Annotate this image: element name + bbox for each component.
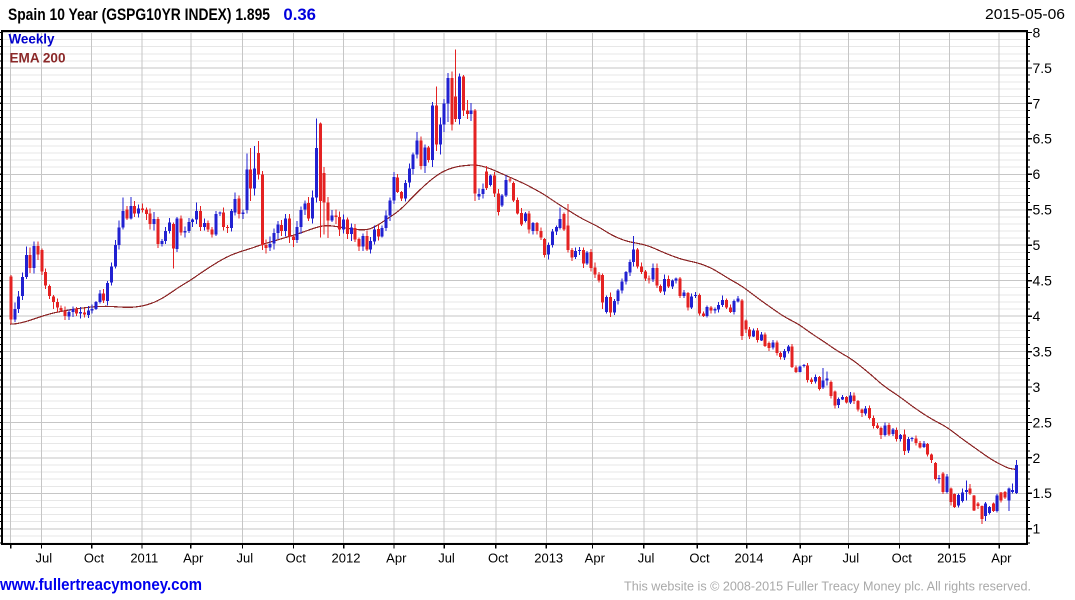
svg-text:Spain 10 Year (GSPG10YR INDEX): Spain 10 Year (GSPG10YR INDEX) 1.895: [8, 5, 270, 24]
svg-text:Apr: Apr: [991, 550, 1012, 565]
svg-text:www.fullertreacymoney.com: www.fullertreacymoney.com: [0, 576, 202, 594]
svg-text:0.36: 0.36: [283, 5, 316, 24]
svg-text:2.5: 2.5: [1033, 414, 1053, 430]
svg-text:Oct: Oct: [84, 550, 105, 565]
svg-text:Oct: Oct: [286, 550, 307, 565]
svg-text:4.5: 4.5: [1033, 273, 1053, 289]
svg-text:2011: 2011: [130, 550, 158, 565]
svg-text:2012: 2012: [332, 550, 361, 565]
svg-text:1: 1: [1033, 521, 1041, 537]
svg-text:Apr: Apr: [585, 550, 606, 565]
svg-text:2013: 2013: [534, 550, 563, 565]
svg-text:2015-05-06: 2015-05-06: [985, 6, 1065, 23]
svg-text:This website is © 2008-2015 Fu: This website is © 2008-2015 Fuller Treac…: [624, 580, 1031, 594]
svg-text:Jul: Jul: [35, 550, 52, 565]
svg-text:5.5: 5.5: [1033, 202, 1053, 218]
svg-text:Apr: Apr: [386, 550, 407, 565]
svg-text:1.5: 1.5: [1033, 485, 1053, 501]
svg-text:3: 3: [1033, 379, 1041, 395]
svg-text:8: 8: [1033, 24, 1041, 40]
svg-text:7: 7: [1033, 95, 1041, 111]
svg-text:6.5: 6.5: [1033, 131, 1053, 147]
svg-text:2014: 2014: [735, 550, 764, 565]
svg-text:7.5: 7.5: [1033, 60, 1053, 76]
svg-text:5: 5: [1033, 237, 1041, 253]
svg-text:Jul: Jul: [842, 550, 859, 565]
svg-text:4: 4: [1033, 308, 1041, 324]
svg-text:2: 2: [1033, 450, 1041, 466]
svg-text:Apr: Apr: [183, 550, 204, 565]
svg-text:Oct: Oct: [488, 550, 509, 565]
svg-text:3.5: 3.5: [1033, 343, 1053, 359]
svg-text:Jul: Jul: [638, 550, 655, 565]
svg-text:2015: 2015: [937, 550, 966, 565]
svg-text:Jul: Jul: [236, 550, 253, 565]
svg-text:Oct: Oct: [689, 550, 710, 565]
svg-text:EMA 200: EMA 200: [10, 50, 66, 66]
svg-text:Apr: Apr: [792, 550, 813, 565]
svg-text:6: 6: [1033, 166, 1041, 182]
svg-text:Jul: Jul: [438, 550, 455, 565]
svg-text:Oct: Oct: [892, 550, 913, 565]
svg-text:Weekly: Weekly: [9, 31, 55, 47]
